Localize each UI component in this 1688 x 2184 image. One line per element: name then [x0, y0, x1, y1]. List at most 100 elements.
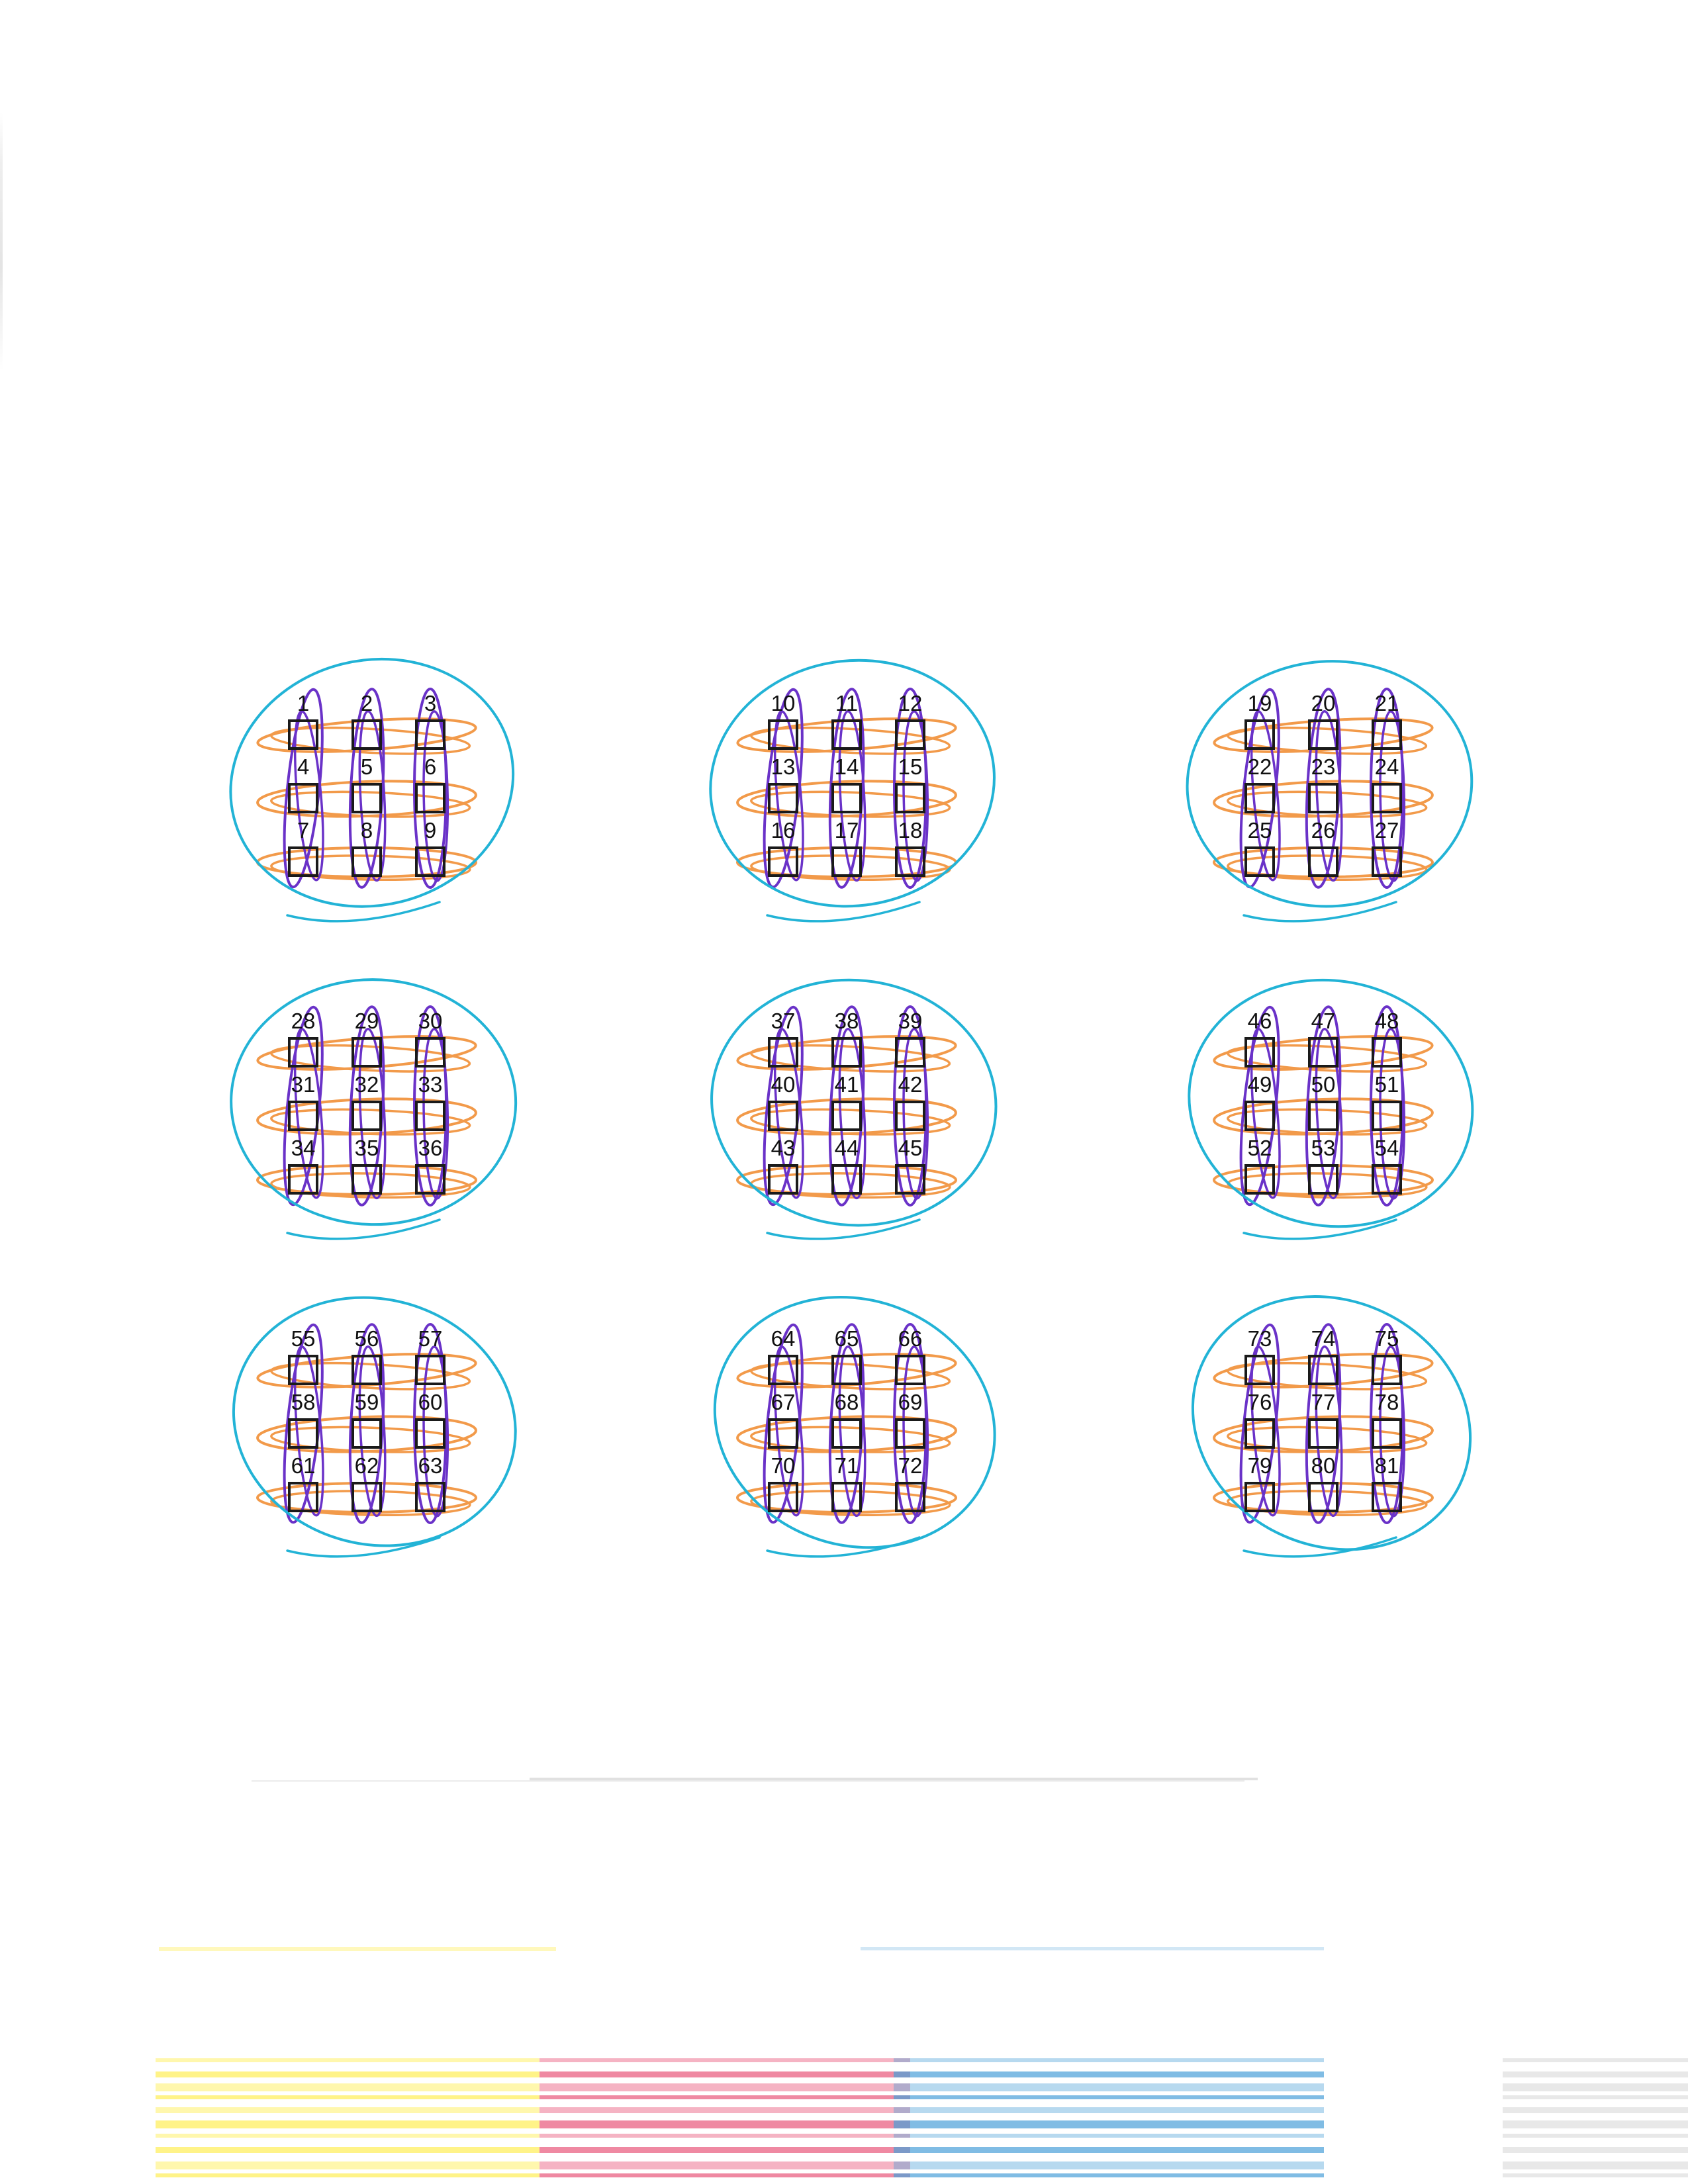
checkbox[interactable]: [895, 1101, 925, 1131]
checkbox[interactable]: [1308, 1482, 1338, 1512]
checkbox-number: 74: [1311, 1326, 1336, 1351]
gray-band: [1503, 2134, 1688, 2138]
checkbox[interactable]: [831, 719, 862, 750]
checkbox-cell: 51: [1355, 1071, 1419, 1135]
checkbox[interactable]: [895, 1355, 925, 1385]
checkbox-number: 28: [291, 1009, 316, 1033]
checkbox[interactable]: [415, 1164, 445, 1195]
checkbox[interactable]: [415, 846, 445, 877]
checkbox[interactable]: [895, 1037, 925, 1068]
checkbox[interactable]: [831, 1355, 862, 1385]
checkbox[interactable]: [768, 1418, 798, 1449]
checkbox-cell: 19: [1228, 690, 1291, 754]
checkbox[interactable]: [1372, 1037, 1402, 1068]
checkbox[interactable]: [352, 846, 382, 877]
checkbox[interactable]: [1372, 1482, 1402, 1512]
checkbox[interactable]: [895, 1482, 925, 1512]
checkbox[interactable]: [1308, 1101, 1338, 1131]
checkbox[interactable]: [895, 1418, 925, 1449]
checkbox[interactable]: [1308, 1418, 1338, 1449]
checkbox[interactable]: [288, 1101, 318, 1131]
checkbox[interactable]: [352, 783, 382, 813]
checkbox[interactable]: [768, 1037, 798, 1068]
checkbox[interactable]: [288, 1037, 318, 1068]
checkbox-cell: 36: [399, 1135, 462, 1199]
checkbox[interactable]: [1372, 1101, 1402, 1131]
checkbox[interactable]: [415, 1101, 445, 1131]
checkbox[interactable]: [288, 1482, 318, 1512]
checkbox[interactable]: [288, 719, 318, 750]
checkbox[interactable]: [1244, 1101, 1275, 1131]
checkbox[interactable]: [1308, 783, 1338, 813]
checkbox[interactable]: [352, 1164, 382, 1195]
checkbox[interactable]: [895, 783, 925, 813]
checkbox[interactable]: [352, 1418, 382, 1449]
checkbox[interactable]: [352, 1355, 382, 1385]
checkbox[interactable]: [768, 846, 798, 877]
checkbox[interactable]: [352, 719, 382, 750]
checkbox[interactable]: [1308, 1164, 1338, 1195]
checkbox[interactable]: [1308, 1037, 1338, 1068]
checkbox-number: 25: [1247, 818, 1272, 842]
checkbox[interactable]: [415, 1037, 445, 1068]
checkbox[interactable]: [288, 1164, 318, 1195]
checkbox[interactable]: [831, 1164, 862, 1195]
checkbox[interactable]: [1308, 1355, 1338, 1385]
yellow-band: [156, 2095, 539, 2099]
checkbox[interactable]: [831, 783, 862, 813]
checkbox[interactable]: [352, 1101, 382, 1131]
checkbox[interactable]: [768, 1355, 798, 1385]
checkbox[interactable]: [288, 1355, 318, 1385]
checkbox[interactable]: [768, 783, 798, 813]
checkbox[interactable]: [288, 846, 318, 877]
checkbox[interactable]: [1308, 846, 1338, 877]
checkbox[interactable]: [1244, 1482, 1275, 1512]
checkbox-number: 16: [771, 818, 796, 842]
checkbox[interactable]: [415, 1355, 445, 1385]
checkbox[interactable]: [288, 1418, 318, 1449]
checkbox[interactable]: [1244, 719, 1275, 750]
checkbox[interactable]: [415, 783, 445, 813]
magenta-band: [539, 2071, 910, 2077]
checkbox[interactable]: [895, 719, 925, 750]
checkbox[interactable]: [1372, 783, 1402, 813]
checkbox[interactable]: [768, 1164, 798, 1195]
checkbox[interactable]: [831, 846, 862, 877]
checkbox-group-6: 46 47 48 49 50 51 52 53 54: [1228, 1008, 1427, 1206]
checkbox[interactable]: [1244, 846, 1275, 877]
checkbox[interactable]: [768, 1482, 798, 1512]
checkbox[interactable]: [768, 719, 798, 750]
checkbox[interactable]: [1244, 1418, 1275, 1449]
checkbox[interactable]: [1244, 1355, 1275, 1385]
checkbox[interactable]: [415, 1418, 445, 1449]
magenta-band: [539, 2173, 910, 2177]
checkbox-number: 56: [354, 1326, 379, 1351]
checkbox[interactable]: [1372, 846, 1402, 877]
checkbox[interactable]: [352, 1482, 382, 1512]
checkbox[interactable]: [288, 783, 318, 813]
checkbox-number: 26: [1311, 818, 1336, 842]
checkbox[interactable]: [415, 1482, 445, 1512]
checkbox[interactable]: [1308, 719, 1338, 750]
checkbox[interactable]: [1372, 1418, 1402, 1449]
blue-band: [894, 2120, 1324, 2128]
checkbox[interactable]: [895, 846, 925, 877]
checkbox[interactable]: [831, 1418, 862, 1449]
checkbox[interactable]: [1244, 783, 1275, 813]
checkbox-number: 43: [771, 1136, 796, 1160]
checkbox-cell: 77: [1291, 1389, 1355, 1453]
checkbox[interactable]: [831, 1482, 862, 1512]
checkbox[interactable]: [1244, 1164, 1275, 1195]
checkbox[interactable]: [1372, 1355, 1402, 1385]
checkbox[interactable]: [415, 719, 445, 750]
checkbox[interactable]: [768, 1101, 798, 1131]
checkbox[interactable]: [1372, 719, 1402, 750]
checkbox[interactable]: [895, 1164, 925, 1195]
checkbox[interactable]: [352, 1037, 382, 1068]
checkbox-number: 41: [834, 1072, 859, 1097]
checkbox[interactable]: [831, 1101, 862, 1131]
checkbox[interactable]: [831, 1037, 862, 1068]
checkbox[interactable]: [1244, 1037, 1275, 1068]
checkbox-cell: 30: [399, 1008, 462, 1071]
checkbox[interactable]: [1372, 1164, 1402, 1195]
